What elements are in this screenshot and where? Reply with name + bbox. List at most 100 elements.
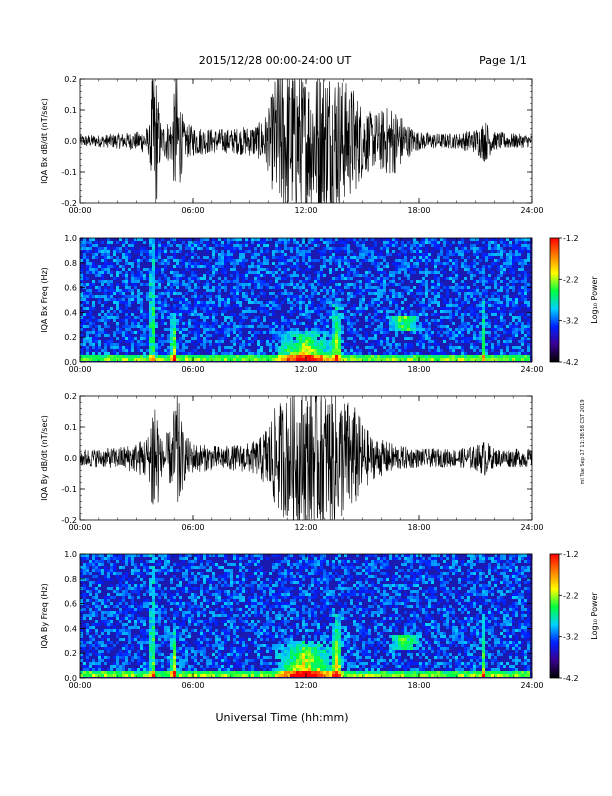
heatmap-cell — [98, 560, 101, 563]
heatmap-cell — [152, 247, 155, 250]
heatmap-cell — [167, 334, 170, 337]
heatmap-cell — [173, 319, 176, 322]
heatmap-cell — [173, 334, 176, 337]
heatmap-cell — [218, 355, 221, 358]
heatmap-cell — [278, 340, 281, 343]
heatmap-cell — [191, 277, 194, 280]
heatmap-cell — [371, 280, 374, 283]
heatmap-cell — [131, 262, 134, 265]
heatmap-cell — [104, 662, 107, 665]
heatmap-cell — [473, 310, 476, 313]
heatmap-cell — [398, 346, 401, 349]
heatmap-cell — [323, 307, 326, 310]
heatmap-cell — [86, 605, 89, 608]
heatmap-cell — [356, 334, 359, 337]
heatmap-cell — [215, 322, 218, 325]
heatmap-cell — [362, 310, 365, 313]
heatmap-cell — [413, 286, 416, 289]
heatmap-cell — [419, 337, 422, 340]
heatmap-cell — [335, 250, 338, 253]
heatmap-cell — [119, 638, 122, 641]
heatmap-cell — [392, 244, 395, 247]
heatmap-cell — [143, 584, 146, 587]
heatmap-cell — [212, 310, 215, 313]
heatmap-cell — [422, 304, 425, 307]
heatmap-cell — [140, 277, 143, 280]
heatmap-cell — [497, 259, 500, 262]
heatmap-cell — [116, 653, 119, 656]
heatmap-cell — [509, 322, 512, 325]
heatmap-cell — [506, 256, 509, 259]
heatmap-cell — [89, 310, 92, 313]
heatmap-cell — [260, 286, 263, 289]
heatmap-cell — [287, 238, 290, 241]
heatmap-cell — [254, 277, 257, 280]
heatmap-cell — [266, 310, 269, 313]
heatmap-cell — [107, 578, 110, 581]
heatmap-cell — [275, 241, 278, 244]
heatmap-cell — [299, 286, 302, 289]
heatmap-cell — [170, 355, 173, 358]
heatmap-cell — [332, 328, 335, 331]
heatmap-cell — [119, 238, 122, 241]
heatmap-cell — [473, 331, 476, 334]
heatmap-cell — [518, 280, 521, 283]
heatmap-cell — [128, 617, 131, 620]
heatmap-cell — [515, 244, 518, 247]
heatmap-cell — [152, 349, 155, 352]
heatmap-cell — [422, 253, 425, 256]
heatmap-cell — [308, 313, 311, 316]
heatmap-cell — [395, 244, 398, 247]
heatmap-cell — [212, 250, 215, 253]
heatmap-cell — [305, 295, 308, 298]
heatmap-cell — [296, 319, 299, 322]
heatmap-cell — [239, 313, 242, 316]
heatmap-cell — [410, 292, 413, 295]
heatmap-cell — [149, 343, 152, 346]
heatmap-cell — [203, 304, 206, 307]
heatmap-cell — [365, 280, 368, 283]
heatmap-cell — [167, 346, 170, 349]
heatmap-cell — [107, 641, 110, 644]
heatmap-cell — [422, 292, 425, 295]
heatmap-cell — [83, 584, 86, 587]
heatmap-cell — [140, 572, 143, 575]
heatmap-cell — [404, 322, 407, 325]
heatmap-cell — [242, 316, 245, 319]
heatmap-cell — [203, 310, 206, 313]
heatmap-cell — [338, 289, 341, 292]
heatmap-cell — [239, 304, 242, 307]
heatmap-cell — [143, 274, 146, 277]
heatmap-cell — [464, 286, 467, 289]
heatmap-cell — [500, 358, 503, 361]
heatmap-cell — [380, 268, 383, 271]
heatmap-cell — [92, 244, 95, 247]
heatmap-cell — [353, 349, 356, 352]
heatmap-cell — [299, 358, 302, 361]
heatmap-cell — [113, 569, 116, 572]
heatmap-cell — [131, 554, 134, 557]
heatmap-cell — [404, 259, 407, 262]
heatmap-cell — [236, 352, 239, 355]
heatmap-cell — [242, 340, 245, 343]
heatmap-cell — [173, 241, 176, 244]
heatmap-cell — [359, 328, 362, 331]
heatmap-cell — [428, 307, 431, 310]
heatmap-cell — [206, 304, 209, 307]
heatmap-cell — [86, 325, 89, 328]
heatmap-cell — [326, 310, 329, 313]
heatmap-cell — [260, 346, 263, 349]
heatmap-cell — [500, 247, 503, 250]
heatmap-cell — [431, 313, 434, 316]
heatmap-cell — [236, 277, 239, 280]
heatmap-cell — [518, 313, 521, 316]
heatmap-cell — [452, 241, 455, 244]
heatmap-cell — [125, 671, 128, 674]
heatmap-cell — [425, 355, 428, 358]
heatmap-cell — [527, 250, 530, 253]
heatmap-cell — [476, 262, 479, 265]
heatmap-cell — [116, 635, 119, 638]
heatmap-cell — [521, 286, 524, 289]
heatmap-cell — [443, 340, 446, 343]
heatmap-cell — [278, 325, 281, 328]
